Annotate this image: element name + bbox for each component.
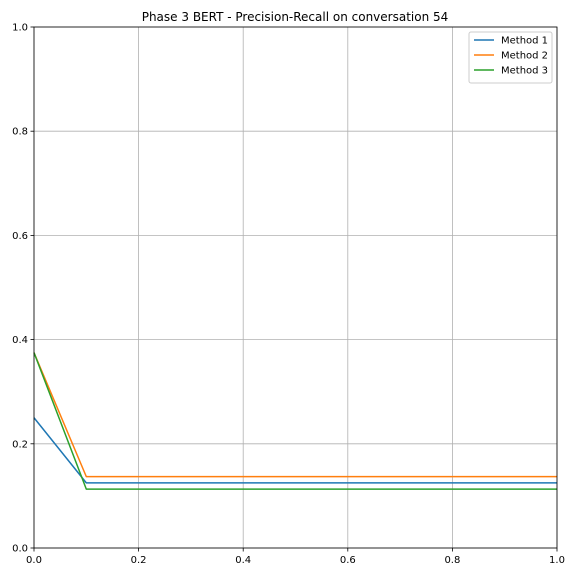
- series-line-method-3: [33, 352, 557, 490]
- y-tick-label: 0.4: [12, 335, 28, 346]
- x-tick-label: 0.2: [131, 555, 147, 566]
- y-tick-label: 0.2: [12, 439, 28, 450]
- x-tick-label: 1.0: [549, 555, 565, 566]
- x-tick-label: 0.0: [26, 555, 42, 566]
- y-tick-label: 0.8: [12, 127, 28, 138]
- y-tick-label: 0.6: [12, 231, 28, 242]
- y-axis-ticks: 0.0 0.2 0.4 0.6 0.8 1.0: [12, 23, 34, 555]
- legend-label: Method 3: [501, 66, 548, 77]
- series-line-method-2: [33, 352, 557, 478]
- chart-title: Phase 3 BERT - Precision-Recall on conve…: [142, 10, 449, 24]
- x-tick-label: 0.4: [235, 555, 251, 566]
- x-axis-ticks: 0.0 0.2 0.4 0.6 0.8 1.0: [26, 548, 565, 566]
- series-line-method-1: [33, 417, 557, 484]
- legend: Method 1 Method 2 Method 3: [468, 31, 553, 84]
- series-lines: [33, 352, 557, 490]
- plot-frame: [33, 26, 558, 549]
- y-tick-label: 0.0: [12, 544, 28, 555]
- grid-lines: [33, 26, 558, 549]
- x-tick-label: 0.6: [340, 555, 356, 566]
- x-tick-label: 0.8: [444, 555, 460, 566]
- y-tick-label: 1.0: [12, 23, 28, 34]
- legend-label: Method 2: [501, 51, 548, 62]
- legend-label: Method 1: [501, 36, 548, 47]
